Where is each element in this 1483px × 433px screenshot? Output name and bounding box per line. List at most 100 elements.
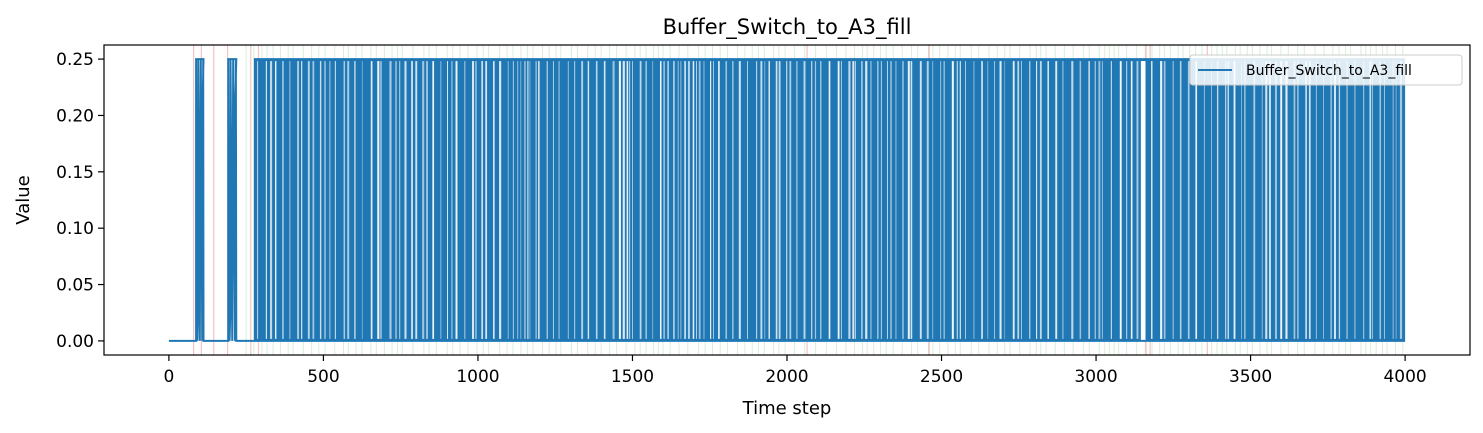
series-gap bbox=[389, 61, 392, 339]
series-gap bbox=[887, 61, 888, 339]
series-gap bbox=[1216, 61, 1219, 339]
series-gap bbox=[1017, 61, 1020, 339]
series-gap bbox=[1151, 61, 1153, 339]
series-gap bbox=[673, 61, 675, 339]
series-gap bbox=[297, 61, 300, 339]
series-gap bbox=[1098, 61, 1101, 339]
series-gap bbox=[895, 61, 897, 339]
series-gap bbox=[1395, 61, 1397, 339]
series-gap bbox=[710, 61, 712, 339]
series-gap bbox=[1399, 61, 1403, 339]
series-gap bbox=[603, 61, 606, 339]
y-axis-label: Value bbox=[13, 175, 34, 224]
x-tick-label: 2500 bbox=[920, 367, 963, 387]
series-gap bbox=[1062, 61, 1064, 339]
series-gap bbox=[626, 61, 629, 339]
series-gap bbox=[1047, 61, 1049, 339]
series-gap bbox=[399, 61, 401, 339]
series-gap bbox=[956, 61, 959, 339]
x-tick-label: 500 bbox=[307, 367, 339, 387]
series-gap bbox=[1163, 61, 1166, 339]
series-gap bbox=[684, 61, 686, 339]
series-gap bbox=[1055, 61, 1058, 339]
series-gap bbox=[343, 61, 346, 339]
series-gap bbox=[1036, 61, 1038, 339]
series-gap bbox=[485, 61, 488, 339]
series-gap bbox=[415, 61, 418, 339]
y-tick-label: 0.05 bbox=[56, 276, 94, 296]
series-gap bbox=[677, 61, 679, 339]
series-gap bbox=[725, 61, 728, 339]
series-gap bbox=[1330, 61, 1332, 339]
series-gap bbox=[256, 61, 259, 339]
series-gap bbox=[1210, 61, 1212, 339]
series-gap bbox=[692, 61, 695, 339]
series-gap bbox=[520, 61, 522, 339]
x-tick-label: 1500 bbox=[611, 367, 654, 387]
series-gap bbox=[877, 61, 879, 339]
series-gap bbox=[764, 61, 766, 339]
series-gap bbox=[324, 61, 326, 339]
series-gap-wide bbox=[1140, 61, 1146, 341]
series-gap bbox=[512, 61, 514, 339]
series-gap bbox=[926, 61, 929, 339]
series-gap bbox=[475, 61, 477, 339]
series-gap bbox=[1094, 61, 1096, 339]
series-gap bbox=[411, 61, 413, 339]
series-gap bbox=[289, 61, 291, 339]
series-gap bbox=[1012, 61, 1015, 339]
series-gap bbox=[1126, 61, 1128, 339]
chart-title: Buffer_Switch_to_A3_fill bbox=[663, 15, 912, 40]
series-gap bbox=[1244, 61, 1246, 339]
series-gap bbox=[451, 61, 453, 339]
series-gap bbox=[811, 61, 813, 339]
series-gap bbox=[354, 61, 356, 339]
series-line-group bbox=[168, 58, 1406, 342]
series-gap bbox=[1261, 61, 1263, 339]
series-gap bbox=[527, 61, 529, 339]
series-gap bbox=[1392, 61, 1394, 339]
series-gap bbox=[890, 61, 892, 339]
series-gap bbox=[1203, 61, 1205, 339]
series-gap bbox=[951, 61, 954, 339]
series-gap bbox=[652, 61, 654, 339]
series-gap bbox=[663, 61, 665, 339]
series-gap bbox=[524, 61, 526, 339]
series-gap bbox=[1265, 61, 1268, 339]
series-gap bbox=[307, 61, 310, 339]
series-gap bbox=[538, 61, 540, 339]
x-axis-label: Time step bbox=[742, 398, 832, 419]
y-tick-label: 0.15 bbox=[56, 163, 94, 183]
x-axis-ticks: 0 500 1000 1500 2000 2500 3000 3500 4000 bbox=[163, 355, 1427, 387]
series-gap bbox=[1305, 61, 1307, 339]
y-tick-label: 0.25 bbox=[56, 50, 94, 70]
series-gap bbox=[870, 61, 872, 339]
series-gap bbox=[880, 61, 882, 339]
series-gap bbox=[1130, 61, 1133, 339]
series-gap bbox=[426, 61, 428, 339]
series-gap bbox=[517, 61, 519, 339]
series-gap bbox=[1227, 61, 1229, 339]
series-gap bbox=[713, 61, 714, 339]
series-gap bbox=[789, 61, 792, 339]
series-gap bbox=[380, 61, 382, 339]
series-gap bbox=[987, 61, 989, 339]
series-gap bbox=[1354, 61, 1356, 339]
series-gap bbox=[546, 61, 548, 339]
series-gap bbox=[852, 61, 855, 339]
series-gap bbox=[756, 61, 758, 339]
series-gap bbox=[1323, 61, 1324, 339]
series-gap bbox=[959, 61, 961, 339]
series-gap bbox=[395, 61, 397, 339]
series-gap bbox=[269, 61, 273, 339]
x-tick-label: 4000 bbox=[1383, 367, 1426, 387]
series-gap bbox=[1179, 61, 1182, 339]
series-gap bbox=[1172, 61, 1174, 339]
series-gap bbox=[840, 61, 842, 339]
series-gap bbox=[1119, 61, 1122, 339]
series-gap bbox=[902, 61, 904, 339]
series-gap bbox=[703, 61, 705, 339]
series-gap bbox=[1274, 61, 1277, 339]
series-gap bbox=[1269, 61, 1271, 339]
legend-label: Buffer_Switch_to_A3_fill bbox=[1246, 63, 1412, 79]
